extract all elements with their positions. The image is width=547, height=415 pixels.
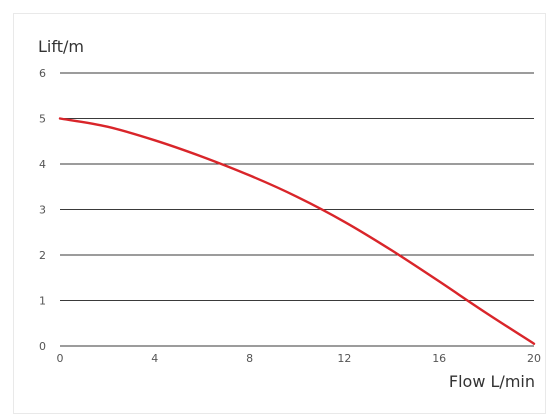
y-tick-label: 4	[39, 158, 46, 171]
y-tick-label: 3	[39, 204, 46, 217]
x-tick-labels: 0 4 8 12 16 20	[57, 352, 542, 365]
x-tick-label: 8	[246, 352, 253, 365]
y-axis-title: Lift/m	[38, 37, 84, 56]
x-tick-label: 12	[337, 352, 351, 365]
x-tick-label: 20	[527, 352, 541, 365]
x-tick-label: 16	[432, 352, 446, 365]
y-tick-labels: 0 1 2 3 4 5 6	[39, 67, 46, 353]
series-line-0	[58, 117, 536, 345]
y-tick-label: 2	[39, 249, 46, 262]
x-tick-label: 0	[57, 352, 64, 365]
x-tick-label: 4	[151, 352, 158, 365]
series-layer	[58, 117, 536, 345]
x-axis-title: Flow L/min	[449, 372, 535, 391]
y-tick-label: 5	[39, 113, 46, 126]
chart-panel	[13, 13, 546, 414]
y-tick-label: 6	[39, 67, 46, 80]
grid-lines	[60, 72, 534, 347]
y-tick-label: 0	[39, 340, 46, 353]
y-tick-label: 1	[39, 295, 46, 308]
